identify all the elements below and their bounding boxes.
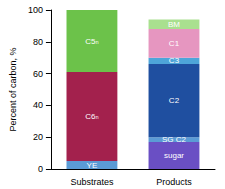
svg-text:60: 60 xyxy=(33,69,43,79)
svg-text:C3: C3 xyxy=(169,56,180,65)
svg-text:BM: BM xyxy=(168,20,180,29)
svg-text:40: 40 xyxy=(33,100,43,110)
svg-text:Substrates: Substrates xyxy=(70,177,114,187)
svg-text:C1: C1 xyxy=(169,39,180,48)
svg-text:C5ₙ: C5ₙ xyxy=(85,37,98,46)
svg-text:C2: C2 xyxy=(169,96,180,105)
svg-text:20: 20 xyxy=(33,132,43,142)
svg-text:80: 80 xyxy=(33,37,43,47)
svg-text:Percent of carbon, %: Percent of carbon, % xyxy=(8,47,18,131)
svg-text:SG C2: SG C2 xyxy=(162,135,187,144)
svg-text:100: 100 xyxy=(28,5,43,15)
svg-text:Products: Products xyxy=(156,177,192,187)
svg-text:C6ₙ: C6ₙ xyxy=(85,112,98,121)
svg-text:0: 0 xyxy=(38,164,43,174)
svg-text:YE: YE xyxy=(87,161,98,170)
svg-text:sugar: sugar xyxy=(164,151,184,160)
